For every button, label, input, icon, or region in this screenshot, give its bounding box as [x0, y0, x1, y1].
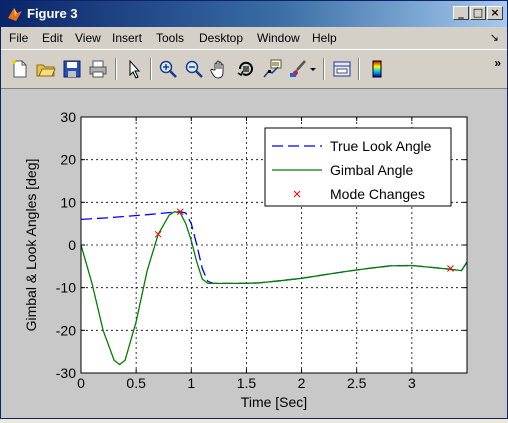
- menu-bar: File Edit View Insert Tools Desktop Wind…: [1, 27, 507, 49]
- y-tick-label: 20: [60, 152, 76, 168]
- toolbar-separator: [358, 58, 360, 80]
- legend-label-mode: Mode Changes: [330, 186, 425, 202]
- pan-hand-icon[interactable]: [210, 59, 230, 79]
- legend: True Look Angle Gimbal Angle Mode Change…: [264, 127, 452, 207]
- menu-window[interactable]: Window: [257, 31, 300, 45]
- menu-dock-arrow-icon[interactable]: ↘: [489, 32, 499, 44]
- data-cursor-icon[interactable]: [262, 59, 282, 79]
- menu-help[interactable]: Help: [312, 31, 337, 45]
- toolbar-overflow-icon[interactable]: »: [494, 56, 501, 70]
- y-tick-label: -10: [56, 280, 76, 296]
- menu-tools[interactable]: Tools: [156, 31, 185, 45]
- title-bar[interactable]: Figure 3 _ □ ×: [1, 1, 507, 27]
- close-button[interactable]: ×: [487, 6, 503, 20]
- colorbar-icon[interactable]: [367, 59, 387, 79]
- x-tick-label: 0: [77, 375, 85, 391]
- mode-change-marker: [154, 230, 162, 238]
- brush-icon[interactable]: [288, 59, 308, 79]
- data-series: [80, 208, 468, 366]
- toolbar-separator: [115, 58, 117, 80]
- y-tick-label: -20: [56, 322, 76, 338]
- new-file-icon[interactable]: [10, 59, 30, 79]
- x-tick-label: 1: [187, 375, 195, 391]
- open-folder-icon[interactable]: [36, 59, 56, 79]
- mode-change-marker: [176, 208, 184, 216]
- menu-desktop[interactable]: Desktop: [199, 31, 244, 45]
- y-tick-label: 30: [60, 109, 76, 125]
- true-look-angle-line: [80, 211, 468, 285]
- menu-file[interactable]: File: [9, 31, 29, 45]
- toolbar-separator: [323, 58, 325, 80]
- toolbar-separator: [150, 58, 152, 80]
- y-tick-label: -30: [56, 365, 76, 381]
- link-plot-icon[interactable]: [332, 59, 352, 79]
- mode-change-marker: [447, 265, 454, 272]
- figure-toolbar: »: [1, 49, 507, 89]
- x-tick-label: 2.5: [347, 375, 367, 391]
- axes-box: [80, 116, 468, 374]
- legend-label-true-look: True Look Angle: [330, 138, 432, 154]
- x-axis-label: Time [Sec]: [241, 394, 307, 410]
- menu-edit[interactable]: Edit: [42, 31, 63, 45]
- legend-label-gimbal: Gimbal Angle: [330, 162, 413, 178]
- y-tick-label: 0: [68, 237, 76, 253]
- y-tick-label: 10: [60, 194, 76, 210]
- x-tick-label: 1.5: [237, 375, 257, 391]
- minimize-button[interactable]: _: [453, 6, 469, 20]
- menu-insert[interactable]: Insert: [112, 31, 143, 45]
- y-axis-label: Gimbal & Look Angles [deg]: [23, 159, 39, 332]
- x-tick-label: 3: [408, 375, 416, 391]
- x-tick-label: 2: [298, 375, 306, 391]
- legend-swatch-mode: [293, 190, 301, 198]
- rotate-3d-icon[interactable]: [236, 59, 256, 79]
- gimbal-angle-line: [80, 211, 468, 366]
- menu-view[interactable]: View: [75, 31, 101, 45]
- window-title: Figure 3: [27, 6, 78, 21]
- pointer-icon[interactable]: [124, 59, 144, 79]
- save-icon[interactable]: [62, 59, 82, 79]
- maximize-button[interactable]: □: [470, 6, 486, 20]
- x-tick-label: 0.5: [126, 375, 146, 391]
- print-icon[interactable]: [88, 59, 108, 79]
- zoom-out-icon[interactable]: [184, 59, 204, 79]
- figure-canvas: 0 0.5 1 1.5 2 2.5 3 -30 -20 -10 0 10 20 30 Time [Sec]…: [1, 89, 507, 418]
- plot-svg: 0 0.5 1 1.5 2 2.5 3 -30 -20 -10 0 10 20 30 Time [Sec]…: [23, 109, 468, 410]
- dropdown-arrow-icon[interactable]: [308, 59, 318, 79]
- axis-ticks: 0 0.5 1 1.5 2 2.5 3 -30 -20 -10 0 10 20 30: [56, 109, 467, 391]
- zoom-in-icon[interactable]: [158, 59, 178, 79]
- matlab-logo-icon: [8, 8, 22, 21]
